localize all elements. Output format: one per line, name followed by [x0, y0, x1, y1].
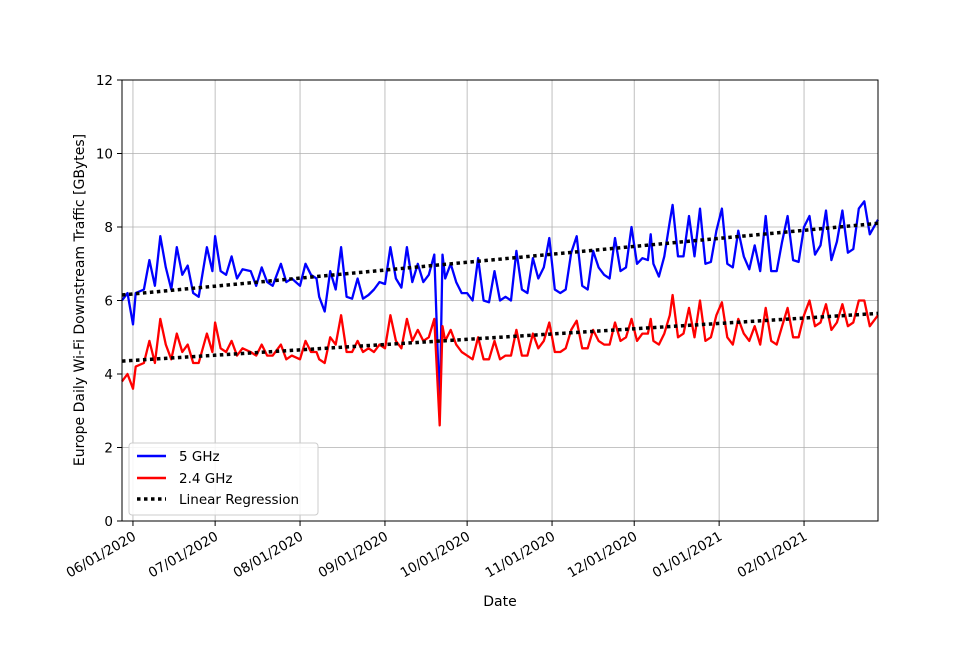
legend-label-5ghz: 5 GHz: [179, 449, 220, 465]
series-line-5-ghz: [121, 200, 880, 412]
y-tick-label: 2: [104, 441, 113, 457]
series-line-2-4-ghz: [121, 293, 879, 427]
y-tick-label: 6: [104, 294, 113, 310]
y-tick-label: 10: [96, 147, 113, 163]
y-tick-label: 12: [96, 73, 113, 89]
y-axis: 0 2 4 6 8 10 12: [96, 73, 122, 530]
legend-label-24ghz: 2.4 GHz: [179, 471, 232, 487]
legend-label-regression: Linear Regression: [179, 492, 299, 508]
y-tick-label: 0: [104, 514, 113, 530]
legend: 5 GHz 2.4 GHz Linear Regression: [128, 442, 319, 516]
legend-box: [128, 442, 319, 516]
x-axis-label: Date: [483, 594, 516, 610]
y-axis-label: Europe Daily Wi-Fi Downstream Traffic [G…: [72, 134, 88, 466]
y-tick-label: 8: [104, 220, 113, 236]
grid: [122, 79, 878, 522]
series-line-regression-2: [121, 221, 879, 297]
y-tick-label: 4: [104, 367, 113, 383]
series-layer: [121, 200, 880, 427]
series-line-regression-3: [121, 311, 879, 363]
